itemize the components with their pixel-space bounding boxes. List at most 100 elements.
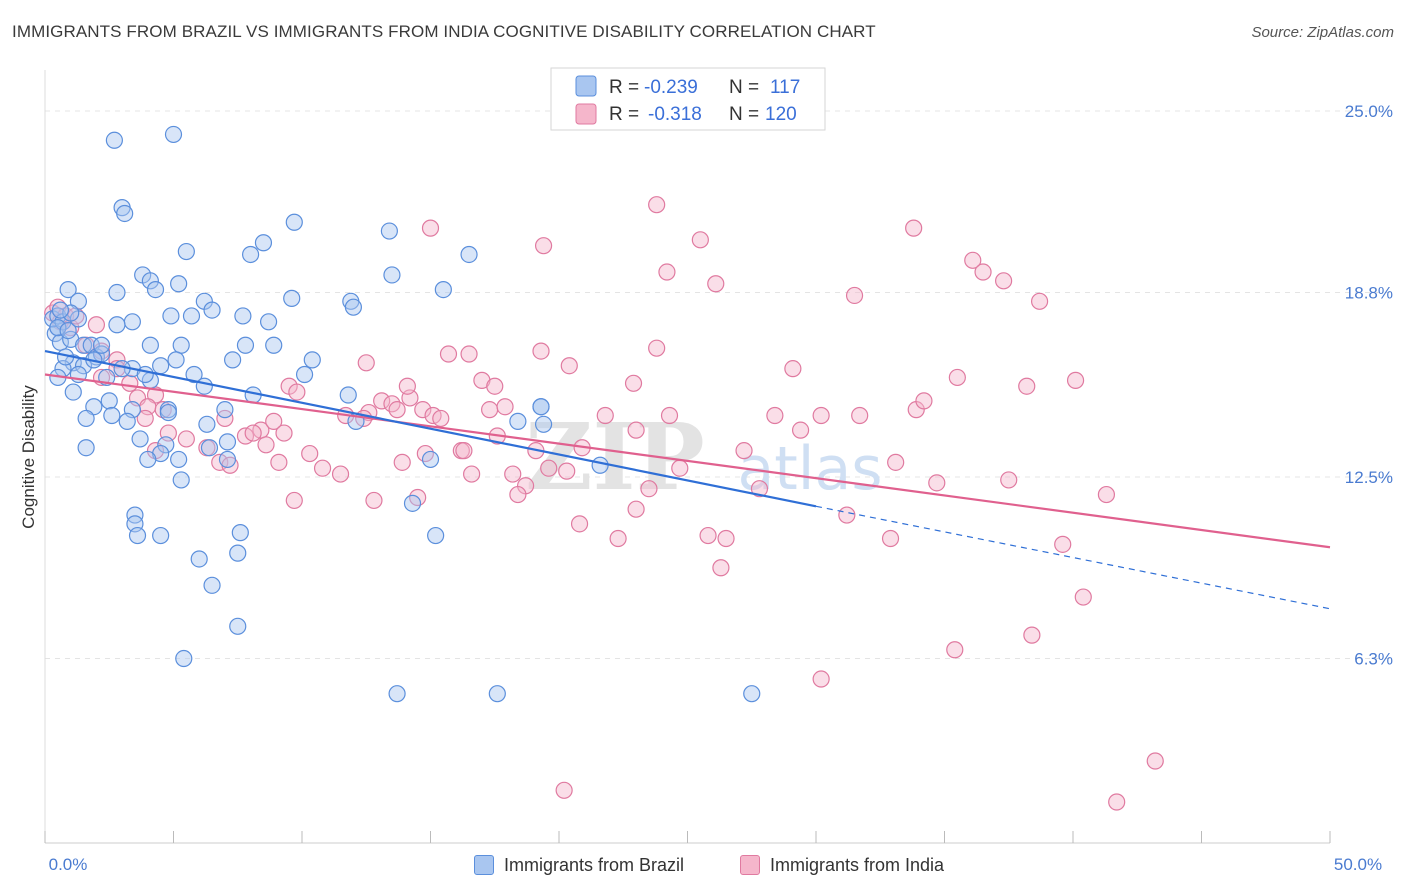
india-point-115 — [1108, 793, 1126, 811]
brazil-point-92 — [231, 524, 249, 542]
brazil-point-68 — [103, 406, 121, 425]
brazil-point-29 — [108, 316, 126, 334]
india-point-80 — [660, 406, 679, 425]
india-point-88 — [784, 360, 802, 378]
brazil-point-113 — [62, 304, 80, 322]
legend-swatch-brazil — [575, 75, 597, 97]
india-point-29 — [257, 436, 275, 454]
brazil-point-94 — [403, 494, 422, 512]
india-point-118 — [648, 196, 666, 214]
legend-swatch-india — [575, 103, 597, 125]
y-tick-label-1: 12.5% — [1345, 468, 1393, 487]
india-point-70 — [558, 462, 576, 480]
india-point-6 — [87, 316, 106, 334]
brazil-point-26 — [182, 307, 201, 325]
india-point-97 — [915, 392, 933, 410]
india-point-104 — [995, 272, 1013, 290]
y-tick-label-3: 25.0% — [1345, 102, 1393, 121]
brazil-point-14 — [434, 281, 452, 299]
india-point-36 — [313, 459, 332, 477]
brazil-trend-line — [44, 350, 817, 508]
brazil-point-9 — [460, 245, 478, 264]
legend-label-india: Immigrants from India — [770, 854, 945, 875]
india-point-123 — [624, 374, 643, 392]
india-point-37 — [331, 465, 350, 483]
brazil-point-27 — [259, 313, 278, 331]
india-point-85 — [735, 442, 753, 460]
brazil-point-12 — [141, 272, 159, 290]
india-point-84 — [712, 559, 730, 577]
brazil-point-38 — [236, 336, 255, 354]
brazil-point-103 — [532, 398, 550, 416]
brazil-point-37 — [172, 336, 190, 354]
legend-brazil-n-value: 117 — [770, 77, 800, 98]
legend-india-n-label: N = — [729, 104, 759, 125]
india-point-98 — [928, 474, 946, 492]
legend-swatch-brazil-bottom — [474, 855, 494, 875]
india-point-30 — [270, 453, 288, 471]
india-point-51 — [398, 377, 416, 395]
legend-brazil-r-label: R = — [609, 77, 639, 98]
india-point-114 — [1146, 752, 1164, 770]
india-point-46 — [393, 453, 411, 471]
brazil-point-3 — [116, 204, 134, 223]
brazil-point-16 — [146, 281, 165, 299]
brazil-point-8 — [177, 242, 195, 261]
brazil-point-58 — [195, 377, 213, 395]
x-axis-ticks — [44, 831, 1331, 843]
legend-india-r-label: R = — [609, 104, 639, 125]
india-point-83 — [717, 529, 735, 548]
india-point-112 — [946, 641, 964, 659]
brazil-point-67 — [77, 409, 95, 428]
watermark: ZIP atlas — [525, 403, 882, 511]
brazil-point-1 — [164, 125, 183, 144]
brazil-point-6 — [254, 234, 273, 252]
brazil-point-96 — [190, 550, 208, 568]
india-point-82 — [699, 526, 717, 545]
legend-swatch-india-bottom — [740, 855, 760, 875]
india-point-99 — [948, 368, 966, 387]
india-point-89 — [791, 421, 810, 439]
brazil-point-78 — [200, 439, 219, 457]
india-point-33 — [275, 424, 293, 442]
brazil-point-13 — [383, 266, 401, 284]
legend-india-n-value: 120 — [765, 104, 797, 125]
india-point-17 — [136, 409, 154, 428]
brazil-point-60 — [100, 392, 118, 410]
india-point-77 — [648, 339, 666, 357]
brazil-point-82 — [139, 450, 157, 469]
brazil-point-55 — [136, 365, 154, 384]
india-point-94 — [851, 406, 869, 425]
brazil-point-57 — [64, 383, 82, 401]
brazil-point-5 — [380, 222, 398, 240]
india-point-86 — [750, 480, 769, 498]
brazil-point-90 — [128, 526, 147, 545]
gridlines — [45, 110, 1392, 660]
india-point-107 — [1066, 371, 1085, 389]
brazil-point-83 — [170, 450, 188, 469]
watermark-atlas: atlas — [738, 434, 883, 504]
india-point-109 — [1054, 535, 1072, 553]
x-tick-label-min: 0.0% — [49, 855, 88, 874]
india-point-12 — [121, 374, 139, 392]
brazil-point-97 — [203, 576, 221, 594]
brazil-point-79 — [218, 433, 237, 451]
india-point-121 — [707, 275, 725, 293]
brazil-point-11 — [170, 275, 188, 293]
india-point-23 — [216, 409, 234, 428]
india-point-19 — [177, 430, 195, 448]
india-point-61 — [486, 377, 504, 395]
india-point-64 — [504, 465, 522, 483]
india-point-117 — [421, 219, 440, 237]
brazil-point-4 — [285, 213, 303, 231]
y-tick-label-2: 18.8% — [1345, 284, 1393, 303]
brazil-point-91 — [152, 526, 170, 545]
brazil-point-25 — [162, 307, 180, 325]
brazil-point-101 — [488, 685, 506, 703]
y-axis-tick-labels: 6.3% 12.5% 18.8% 25.0% — [1345, 102, 1393, 669]
legend-item-brazil: Immigrants from Brazil — [474, 852, 684, 878]
india-point-101 — [905, 219, 923, 237]
brazil-point-114 — [51, 301, 70, 319]
x-tick-label-max: 50.0% — [1334, 855, 1382, 874]
brazil-point-15 — [108, 283, 126, 302]
